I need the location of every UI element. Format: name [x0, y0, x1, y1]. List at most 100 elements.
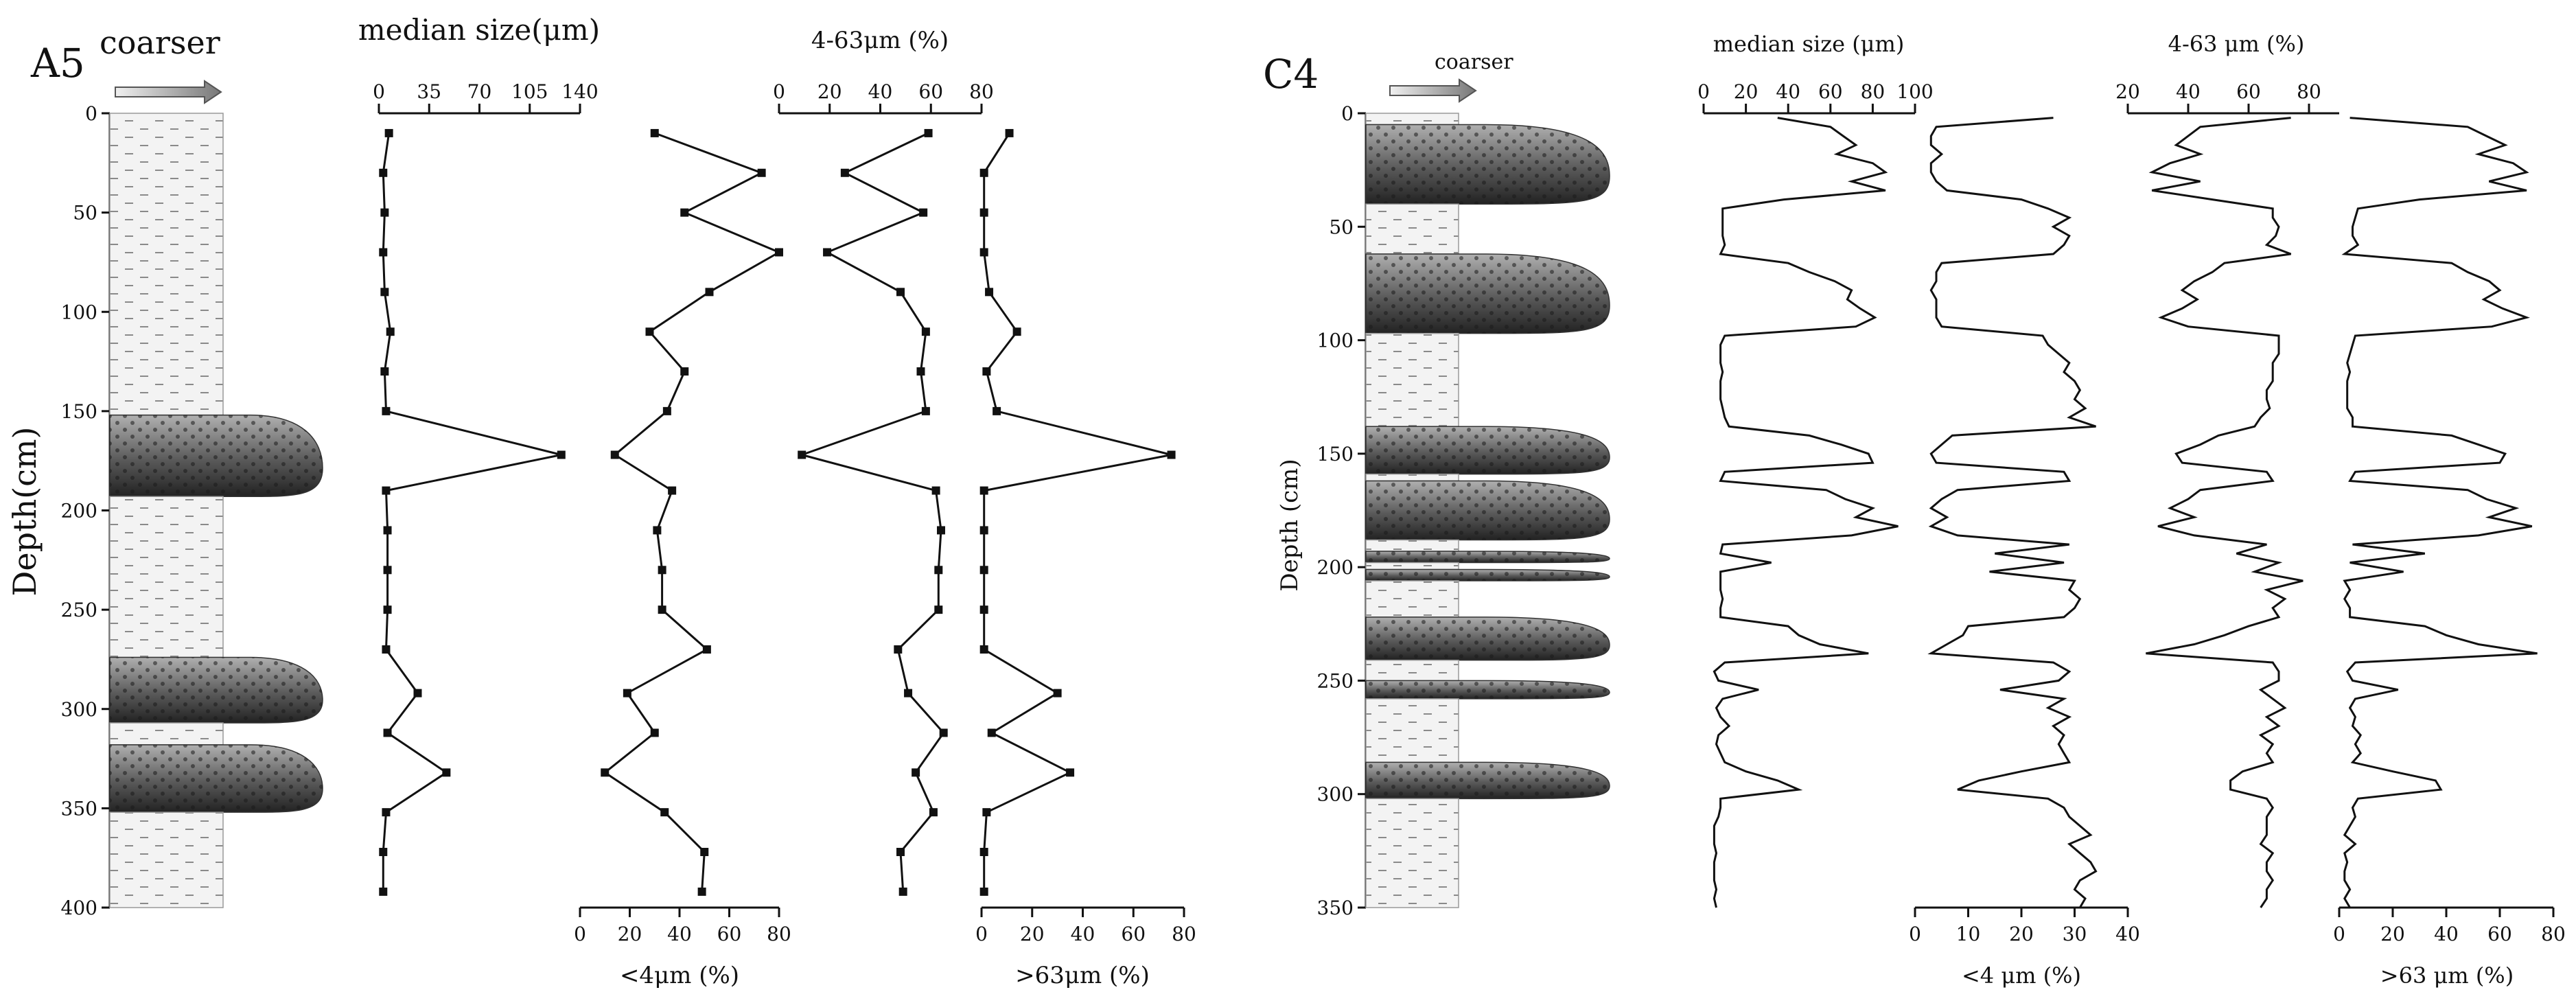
x-tick-label: 80 [2541, 923, 2566, 945]
data-point [383, 526, 392, 535]
sand-dot-pattern [110, 657, 323, 723]
x-tick-label: 60 [717, 923, 742, 945]
data-point [985, 288, 994, 297]
x-tick-label: 60 [2236, 80, 2261, 103]
data-point [896, 288, 905, 297]
data-point [1005, 128, 1014, 137]
x-axis-label: <4 μm (%) [1962, 962, 2081, 989]
data-point [668, 486, 677, 495]
sand-dot-pattern [110, 744, 323, 813]
depth-tick-label: 0 [85, 102, 97, 125]
fine-sediment-unit [1365, 698, 1459, 763]
depth-tick-label: 400 [61, 897, 97, 919]
panel--4-m: 0 20 40 60 80 <4μm (%) [574, 128, 791, 989]
data-point [979, 645, 988, 654]
data-point [979, 208, 988, 217]
data-point [379, 887, 388, 896]
panel-4-63-m: 0 20 40 60 80 4-63μm (%) [773, 27, 994, 896]
coarser-label: coarser [1435, 50, 1513, 74]
series-line [603, 132, 782, 892]
x-tick-label: 140 [561, 80, 598, 103]
x-tick-label: 0 [1909, 923, 1921, 945]
data-point [982, 808, 991, 817]
x-tick-label: 35 [417, 80, 441, 103]
data-point [379, 168, 388, 177]
data-point [916, 367, 925, 376]
x-axis-label: 4-63μm (%) [811, 27, 949, 54]
data-point [645, 327, 654, 336]
data-point [993, 406, 1001, 415]
x-tick-label: 80 [969, 80, 994, 103]
x-tick-label: 10 [1956, 923, 1981, 945]
sand-dot-pattern [1366, 762, 1610, 799]
depth-tick-label: 150 [1317, 443, 1354, 465]
x-tick-label: 20 [1734, 80, 1759, 103]
x-axis: 0 20 40 60 80 [975, 906, 1196, 945]
coarser-arrow-icon [1389, 78, 1477, 103]
data-point [939, 728, 948, 737]
depth-axis: 0 50 100 150 200 250 300 350 [1317, 102, 1367, 919]
data-point [702, 645, 711, 654]
depth-tick-label: 250 [61, 599, 97, 621]
data-point [653, 526, 662, 535]
data-point [919, 208, 928, 217]
data-point [904, 689, 913, 698]
data-point [380, 288, 389, 297]
fine-sediment-unit [109, 496, 224, 658]
fine-sediment-unit [109, 811, 224, 908]
fine-sediment-unit [1365, 113, 1459, 126]
lithology-column [109, 113, 323, 908]
x-axis: 0 20 40 60 80 [773, 80, 994, 115]
data-point [382, 406, 391, 415]
depth-tick-label: 100 [1317, 330, 1354, 352]
sand-dot-pattern [1366, 426, 1610, 474]
data-point [1066, 768, 1075, 777]
series-line [983, 132, 1172, 892]
data-point [380, 367, 389, 376]
x-tick-label: 40 [1776, 80, 1800, 103]
lithology-column [1365, 113, 1610, 908]
data-point [912, 768, 920, 777]
data-point [650, 728, 659, 737]
depth-tick-label: 300 [1317, 783, 1354, 806]
data-point [658, 606, 666, 614]
x-tick-label: 80 [767, 923, 791, 945]
x-tick-label: 20 [618, 923, 642, 945]
data-point [921, 327, 930, 336]
panel--63-m: 0 20 40 60 80 >63 μm (%) [2333, 117, 2566, 989]
data-point [705, 288, 714, 297]
x-tick-label: 0 [2333, 923, 2345, 945]
series-line [1927, 117, 2098, 908]
data-point [987, 728, 996, 737]
x-tick-label: 40 [1071, 923, 1095, 945]
x-tick-label: 40 [2176, 80, 2201, 103]
depth-axis-label: Depth(cm) [6, 427, 43, 597]
x-tick-label: 0 [574, 923, 586, 945]
data-point [979, 887, 988, 896]
data-point [931, 486, 940, 495]
data-point [840, 168, 849, 177]
data-point [413, 689, 422, 698]
data-point [934, 606, 943, 614]
coarser-arrow-icon [115, 80, 222, 104]
x-tick-label: 20 [2380, 923, 2405, 945]
data-point [898, 887, 907, 896]
data-point [383, 566, 392, 575]
data-point [979, 526, 988, 535]
x-tick-label: 105 [511, 80, 548, 103]
x-axis: 0 20 40 60 80 100 [1697, 80, 1934, 115]
depth-tick-label: 200 [1317, 556, 1354, 579]
data-point [382, 486, 391, 495]
fine-sediment-unit [1365, 562, 1459, 570]
x-tick-label: 20 [2115, 80, 2140, 103]
x-tick-label: 80 [1172, 923, 1196, 945]
x-tick-label: 60 [1121, 923, 1146, 945]
data-point [650, 128, 659, 137]
data-point [929, 808, 938, 817]
fine-sediment-unit [109, 113, 224, 416]
data-point [1012, 327, 1021, 336]
data-point [658, 566, 666, 575]
depth-axis: 0 50 100 150 200 250 300 350 400 [61, 102, 111, 919]
data-point [979, 848, 988, 857]
